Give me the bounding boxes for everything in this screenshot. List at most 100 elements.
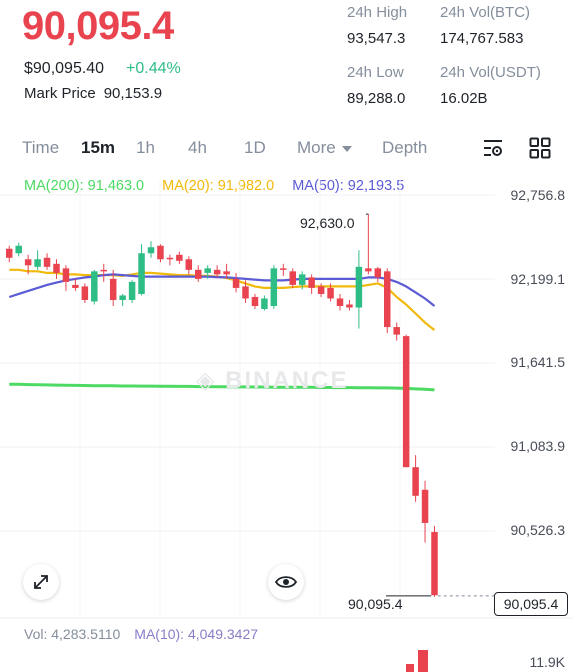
y-axis-label-2: 92,199.1 xyxy=(510,271,566,287)
high-annotation: 92,630.0 xyxy=(300,215,355,231)
y-axis-label-3: 91,641.5 xyxy=(510,354,566,370)
candle-31 xyxy=(289,268,296,288)
chart-settings-icon[interactable] xyxy=(481,136,505,160)
candle-body-19 xyxy=(176,254,183,261)
candle-13 xyxy=(119,293,126,306)
expand-icon xyxy=(34,575,48,589)
fullscreen-button[interactable] xyxy=(23,564,59,600)
candle-9 xyxy=(81,283,89,303)
candle-27 xyxy=(251,293,259,310)
stat-24h-vol-btc-value: 174,767.583 xyxy=(440,30,524,47)
candle-14 xyxy=(128,280,136,303)
tab-4h[interactable]: 4h xyxy=(188,138,207,157)
candle-body-26 xyxy=(242,286,249,299)
stat-24h-low-label: 24h Low xyxy=(347,64,404,81)
candle-body-34 xyxy=(317,286,325,294)
volume-bar-prev xyxy=(406,664,414,672)
candle-body-31 xyxy=(289,271,296,285)
visibility-button[interactable] xyxy=(268,564,304,600)
candle-45 xyxy=(421,480,429,543)
candle-34 xyxy=(317,283,325,297)
last-price: 90,095.4 xyxy=(22,4,174,48)
candle-body-27 xyxy=(251,296,259,306)
candle-28 xyxy=(261,295,268,311)
candle-body-38 xyxy=(355,266,363,308)
candle-6 xyxy=(53,259,60,279)
candle-body-33 xyxy=(308,277,315,288)
candle-body-17 xyxy=(157,245,164,260)
candle-16 xyxy=(147,241,155,258)
candle-body-35 xyxy=(327,287,334,299)
candle-body-40 xyxy=(374,268,382,278)
ma50-line xyxy=(8,273,436,307)
candle-body-16 xyxy=(147,247,155,254)
candle-body-25 xyxy=(232,278,240,288)
candle-39 xyxy=(365,214,372,275)
candle-body-14 xyxy=(128,281,136,300)
stat-24h-vol-usdt-label: 24h Vol(USDT) xyxy=(440,64,541,81)
tab-1h[interactable]: 1h xyxy=(136,138,155,157)
stat-24h-high: 24h High 93,547.3 xyxy=(347,4,407,47)
candle-15 xyxy=(138,244,145,296)
candle-22 xyxy=(204,265,211,279)
volume-legend: Vol: 4,283.5110 MA(10): 4,049.3427 xyxy=(24,626,258,642)
candlestick-chart xyxy=(0,180,573,672)
candle-body-23 xyxy=(213,269,221,275)
candle-10 xyxy=(91,269,98,305)
stat-24h-vol-usdt: 24h Vol(USDT) 16.02B xyxy=(440,64,541,107)
candle-body-42 xyxy=(393,327,400,335)
candle-35 xyxy=(327,283,334,302)
y-axis-label-1: 92,756.8 xyxy=(510,187,566,203)
candle-body-8 xyxy=(72,284,79,288)
chevron-down-icon xyxy=(341,145,352,152)
candle-body-30 xyxy=(280,268,287,270)
candle-5 xyxy=(43,253,51,270)
timeframe-tabs: Time 15m 1h 4h 1D More Depth xyxy=(0,132,573,164)
candle-17 xyxy=(157,244,164,263)
price-chart[interactable] xyxy=(0,170,573,672)
stat-24h-vol-btc: 24h Vol(BTC) 174,767.583 xyxy=(440,4,530,47)
mark-price-value: 90,153.9 xyxy=(103,85,163,102)
candle-46 xyxy=(431,525,438,597)
eye-icon xyxy=(275,576,297,588)
binance-watermark: ◈ BINANCE xyxy=(196,367,349,394)
candle-20 xyxy=(185,256,193,275)
tab-more-label: More xyxy=(297,138,336,157)
candle-body-12 xyxy=(109,278,117,300)
candle-body-39 xyxy=(365,268,372,272)
tab-depth[interactable]: Depth xyxy=(382,138,428,157)
tab-15m[interactable]: 15m xyxy=(81,138,116,157)
candle-23 xyxy=(213,265,221,278)
stat-24h-vol-btc-label: 24h Vol(BTC) xyxy=(440,4,531,21)
candle-body-11 xyxy=(100,269,107,272)
volume-ma10: MA(10): 4,049.3427 xyxy=(134,626,259,642)
candle-body-13 xyxy=(119,295,126,300)
candle-body-45 xyxy=(421,489,429,523)
tab-more[interactable]: More xyxy=(297,138,352,158)
tab-time[interactable]: Time xyxy=(22,138,60,157)
grid-icon[interactable] xyxy=(528,136,552,160)
candle-body-36 xyxy=(336,298,344,306)
mark-price-row: Mark Price 90,153.9 xyxy=(24,85,162,102)
ma200-legend: MA(200): 91,463.0 xyxy=(24,178,145,194)
y-axis-label-5: 90,526.3 xyxy=(510,522,566,538)
volume-axis-label: 11.9K xyxy=(529,654,565,670)
candle-38 xyxy=(355,250,363,329)
tab-1d[interactable]: 1D xyxy=(244,138,266,157)
candle-21 xyxy=(195,265,202,282)
candle-30 xyxy=(280,263,287,276)
candle-body-18 xyxy=(166,257,174,260)
candle-36 xyxy=(336,293,344,311)
candle-body-43 xyxy=(402,336,410,468)
ma20-legend: MA(20): 91,982.0 xyxy=(162,178,275,194)
candle-body-22 xyxy=(204,268,211,273)
candle-body-2 xyxy=(15,245,22,254)
candle-body-5 xyxy=(43,257,51,267)
candle-11 xyxy=(100,263,107,282)
candle-body-6 xyxy=(53,263,60,273)
candle-37 xyxy=(346,299,353,311)
candle-42 xyxy=(393,322,400,341)
stat-24h-high-value: 93,547.3 xyxy=(347,30,406,47)
price-usd: $90,095.40 xyxy=(24,60,105,77)
candle-body-44 xyxy=(412,467,419,496)
